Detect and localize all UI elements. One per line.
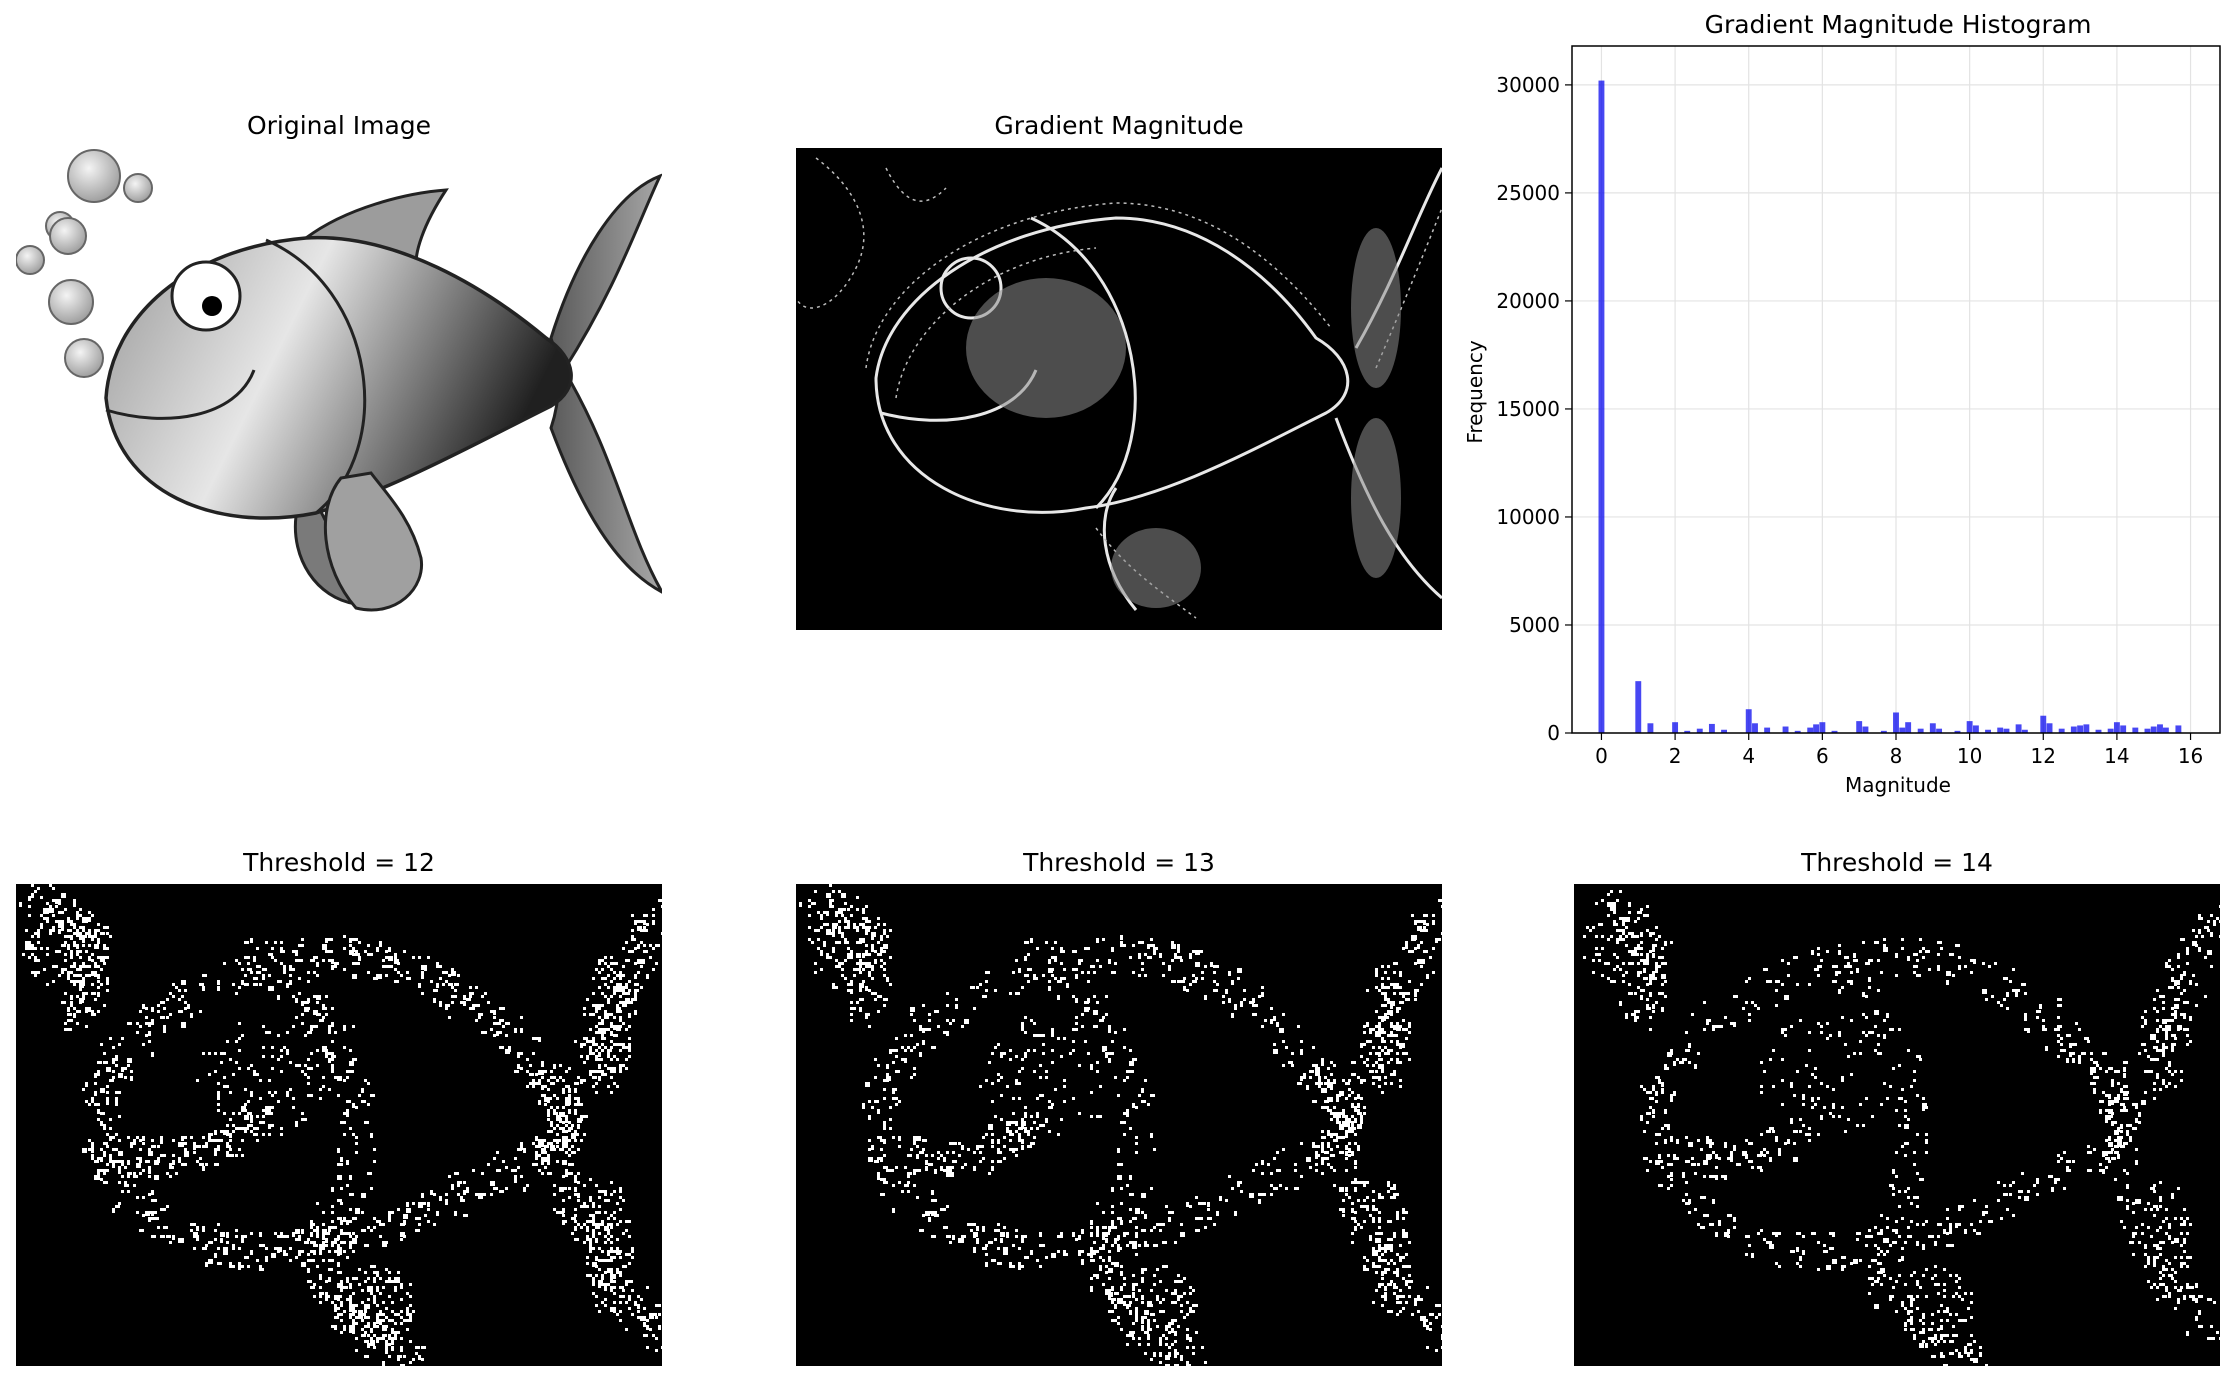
histogram-bar: [1813, 724, 1820, 733]
histogram-bars: [1598, 80, 2182, 733]
histogram-chart: 0 2 4 6 8 10 12 14 16 0 5000 10000 15000 20000 25000 3…: [1463, 10, 2221, 797]
x-tick-label: 12: [2031, 744, 2056, 768]
histogram-x-ticks: 0 2 4 6 8 10 12 14 16: [1595, 733, 2203, 768]
x-tick-label: 10: [1957, 744, 1982, 768]
edge-speckle: [799, 884, 1442, 1366]
histogram-bar: [2058, 728, 2065, 733]
threshold-12-image: [16, 884, 662, 1366]
histogram-bar: [2040, 715, 2047, 733]
histogram-bar: [1936, 728, 1943, 733]
histogram-bar: [1794, 730, 1801, 733]
x-tick-label: 4: [1742, 744, 1755, 768]
histogram-bar: [2046, 723, 2053, 733]
gradient-edges: [796, 157, 1442, 619]
histogram-bar: [2107, 728, 2114, 733]
histogram-bar: [1696, 728, 1703, 733]
bubbles: [16, 149, 153, 378]
histogram-bar: [1966, 721, 1973, 733]
histogram-bar: [2003, 728, 2010, 733]
histogram-x-axis-label: Magnitude: [1845, 773, 1951, 797]
gradient-magnitude-title: Gradient Magnitude: [994, 111, 1244, 140]
histogram-bar: [2083, 724, 2090, 733]
histogram-grid: [1572, 46, 2220, 734]
histogram-bar: [1917, 728, 1924, 733]
histogram-bar: [1997, 727, 2004, 733]
histogram-bar: [1819, 722, 1826, 733]
histogram-bar: [1598, 80, 1605, 733]
threshold-14-image: [1574, 884, 2220, 1366]
y-tick-label: 20000: [1496, 289, 1560, 313]
histogram-bar: [1972, 725, 1979, 733]
histogram-bar: [1856, 721, 1863, 733]
histogram-bar: [2157, 724, 2163, 733]
histogram-bar: [1721, 729, 1728, 733]
histogram-y-ticks: 0 5000 10000 15000 20000 25000 30000: [1496, 73, 1572, 745]
histogram-title: Gradient Magnitude Histogram: [1705, 10, 2092, 39]
threshold-13-image: [796, 884, 1442, 1366]
histogram-bar: [1672, 722, 1679, 733]
edge-speckle: [19, 884, 662, 1366]
x-tick-label: 6: [1816, 744, 1829, 768]
y-tick-label: 0: [1547, 721, 1560, 745]
histogram-bar: [1831, 730, 1838, 733]
histogram-bar: [2144, 728, 2151, 733]
x-tick-label: 2: [1669, 744, 1682, 768]
y-tick-label: 10000: [1496, 505, 1560, 529]
histogram-bar: [2095, 729, 2102, 733]
original-image-title: Original Image: [246, 111, 432, 140]
edge-speckle: [1583, 890, 2220, 1366]
histogram-bar: [1647, 723, 1654, 733]
x-tick-label: 16: [2178, 744, 2203, 768]
threshold-13-title: Threshold = 13: [1023, 848, 1215, 877]
histogram-bar: [1635, 681, 1642, 733]
histogram-bar: [1752, 723, 1758, 733]
histogram-bar: [2070, 726, 2077, 733]
histogram-bar: [1893, 712, 1899, 733]
histogram-bar: [2015, 724, 2022, 733]
x-tick-label: 0: [1595, 744, 1608, 768]
histogram-bar: [1899, 727, 1906, 733]
histogram-bar: [1954, 730, 1961, 733]
y-tick-label: 30000: [1496, 73, 1560, 97]
gradient-magnitude-image: [796, 148, 1442, 630]
fish-illustration: [16, 149, 662, 612]
histogram-bar: [1684, 730, 1691, 733]
histogram-bar: [1807, 727, 1814, 733]
histogram-bar: [2120, 725, 2127, 733]
histogram-bar: [2113, 722, 2120, 733]
threshold-12-title: Threshold = 12: [243, 848, 435, 877]
threshold-14-title: Threshold = 14: [1801, 848, 1993, 877]
histogram-bar: [1782, 726, 1789, 733]
histogram-bar: [2175, 725, 2182, 733]
histogram-bar: [1985, 729, 1991, 733]
y-tick-label: 15000: [1496, 397, 1560, 421]
original-image: [16, 148, 662, 630]
histogram-bar: [1708, 723, 1715, 733]
histogram-bar: [2077, 725, 2084, 733]
histogram-bar: [1764, 727, 1771, 733]
y-tick-label: 5000: [1509, 613, 1560, 637]
histogram-bar: [2150, 726, 2157, 733]
histogram-bar: [2162, 727, 2169, 733]
histogram-bar: [1905, 722, 1912, 733]
histogram-bar: [1745, 709, 1752, 733]
histogram-bar: [1862, 726, 1869, 733]
x-tick-label: 8: [1890, 744, 1903, 768]
histogram-bar: [2132, 727, 2139, 733]
histogram-bar: [1929, 723, 1936, 733]
histogram-y-axis-label: Frequency: [1463, 340, 1487, 443]
y-tick-label: 25000: [1496, 181, 1560, 205]
histogram-bar: [1880, 730, 1887, 733]
x-tick-label: 14: [2104, 744, 2129, 768]
histogram-bar: [2021, 729, 2028, 733]
